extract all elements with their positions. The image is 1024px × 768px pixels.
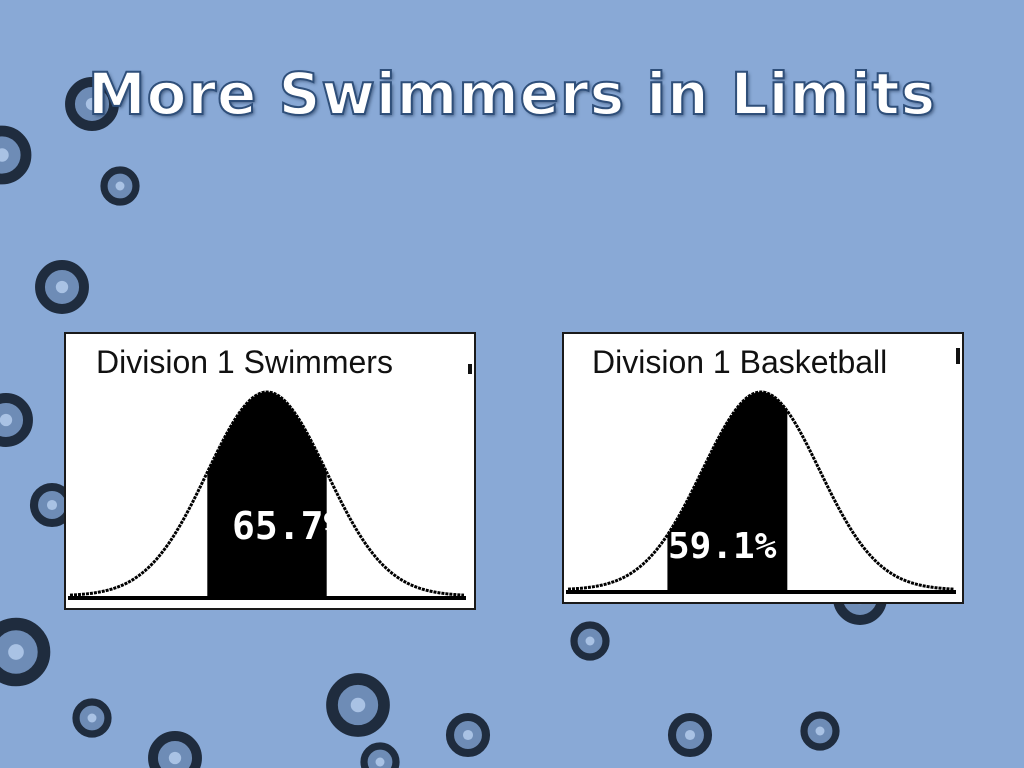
x-axis-line <box>566 590 956 594</box>
chart-panel-basketball: Division 1 Basketball 59.1% <box>562 332 964 604</box>
chart-panel-swimmers: Division 1 Swimmers 65.7% <box>64 332 476 610</box>
slide-title: More Swimmers in Limits <box>87 59 937 129</box>
shaded-area <box>667 392 788 590</box>
shaded-area <box>207 392 327 596</box>
shaded-percent-label-swimmers: 65.7% <box>232 504 347 548</box>
cursor-tick-mark <box>468 364 472 374</box>
chart-title-basketball: Division 1 Basketball <box>592 344 888 380</box>
normal-curve-line <box>567 390 955 591</box>
normal-curve-line <box>69 390 465 597</box>
normal-curve-chart-swimmers <box>68 390 466 600</box>
normal-curve-chart-basketball <box>566 390 956 594</box>
chart-title-swimmers: Division 1 Swimmers <box>96 344 393 380</box>
shaded-percent-label-basketball: 59.1% <box>668 526 777 567</box>
x-axis-line <box>68 596 466 600</box>
cursor-tick-mark <box>956 348 960 364</box>
